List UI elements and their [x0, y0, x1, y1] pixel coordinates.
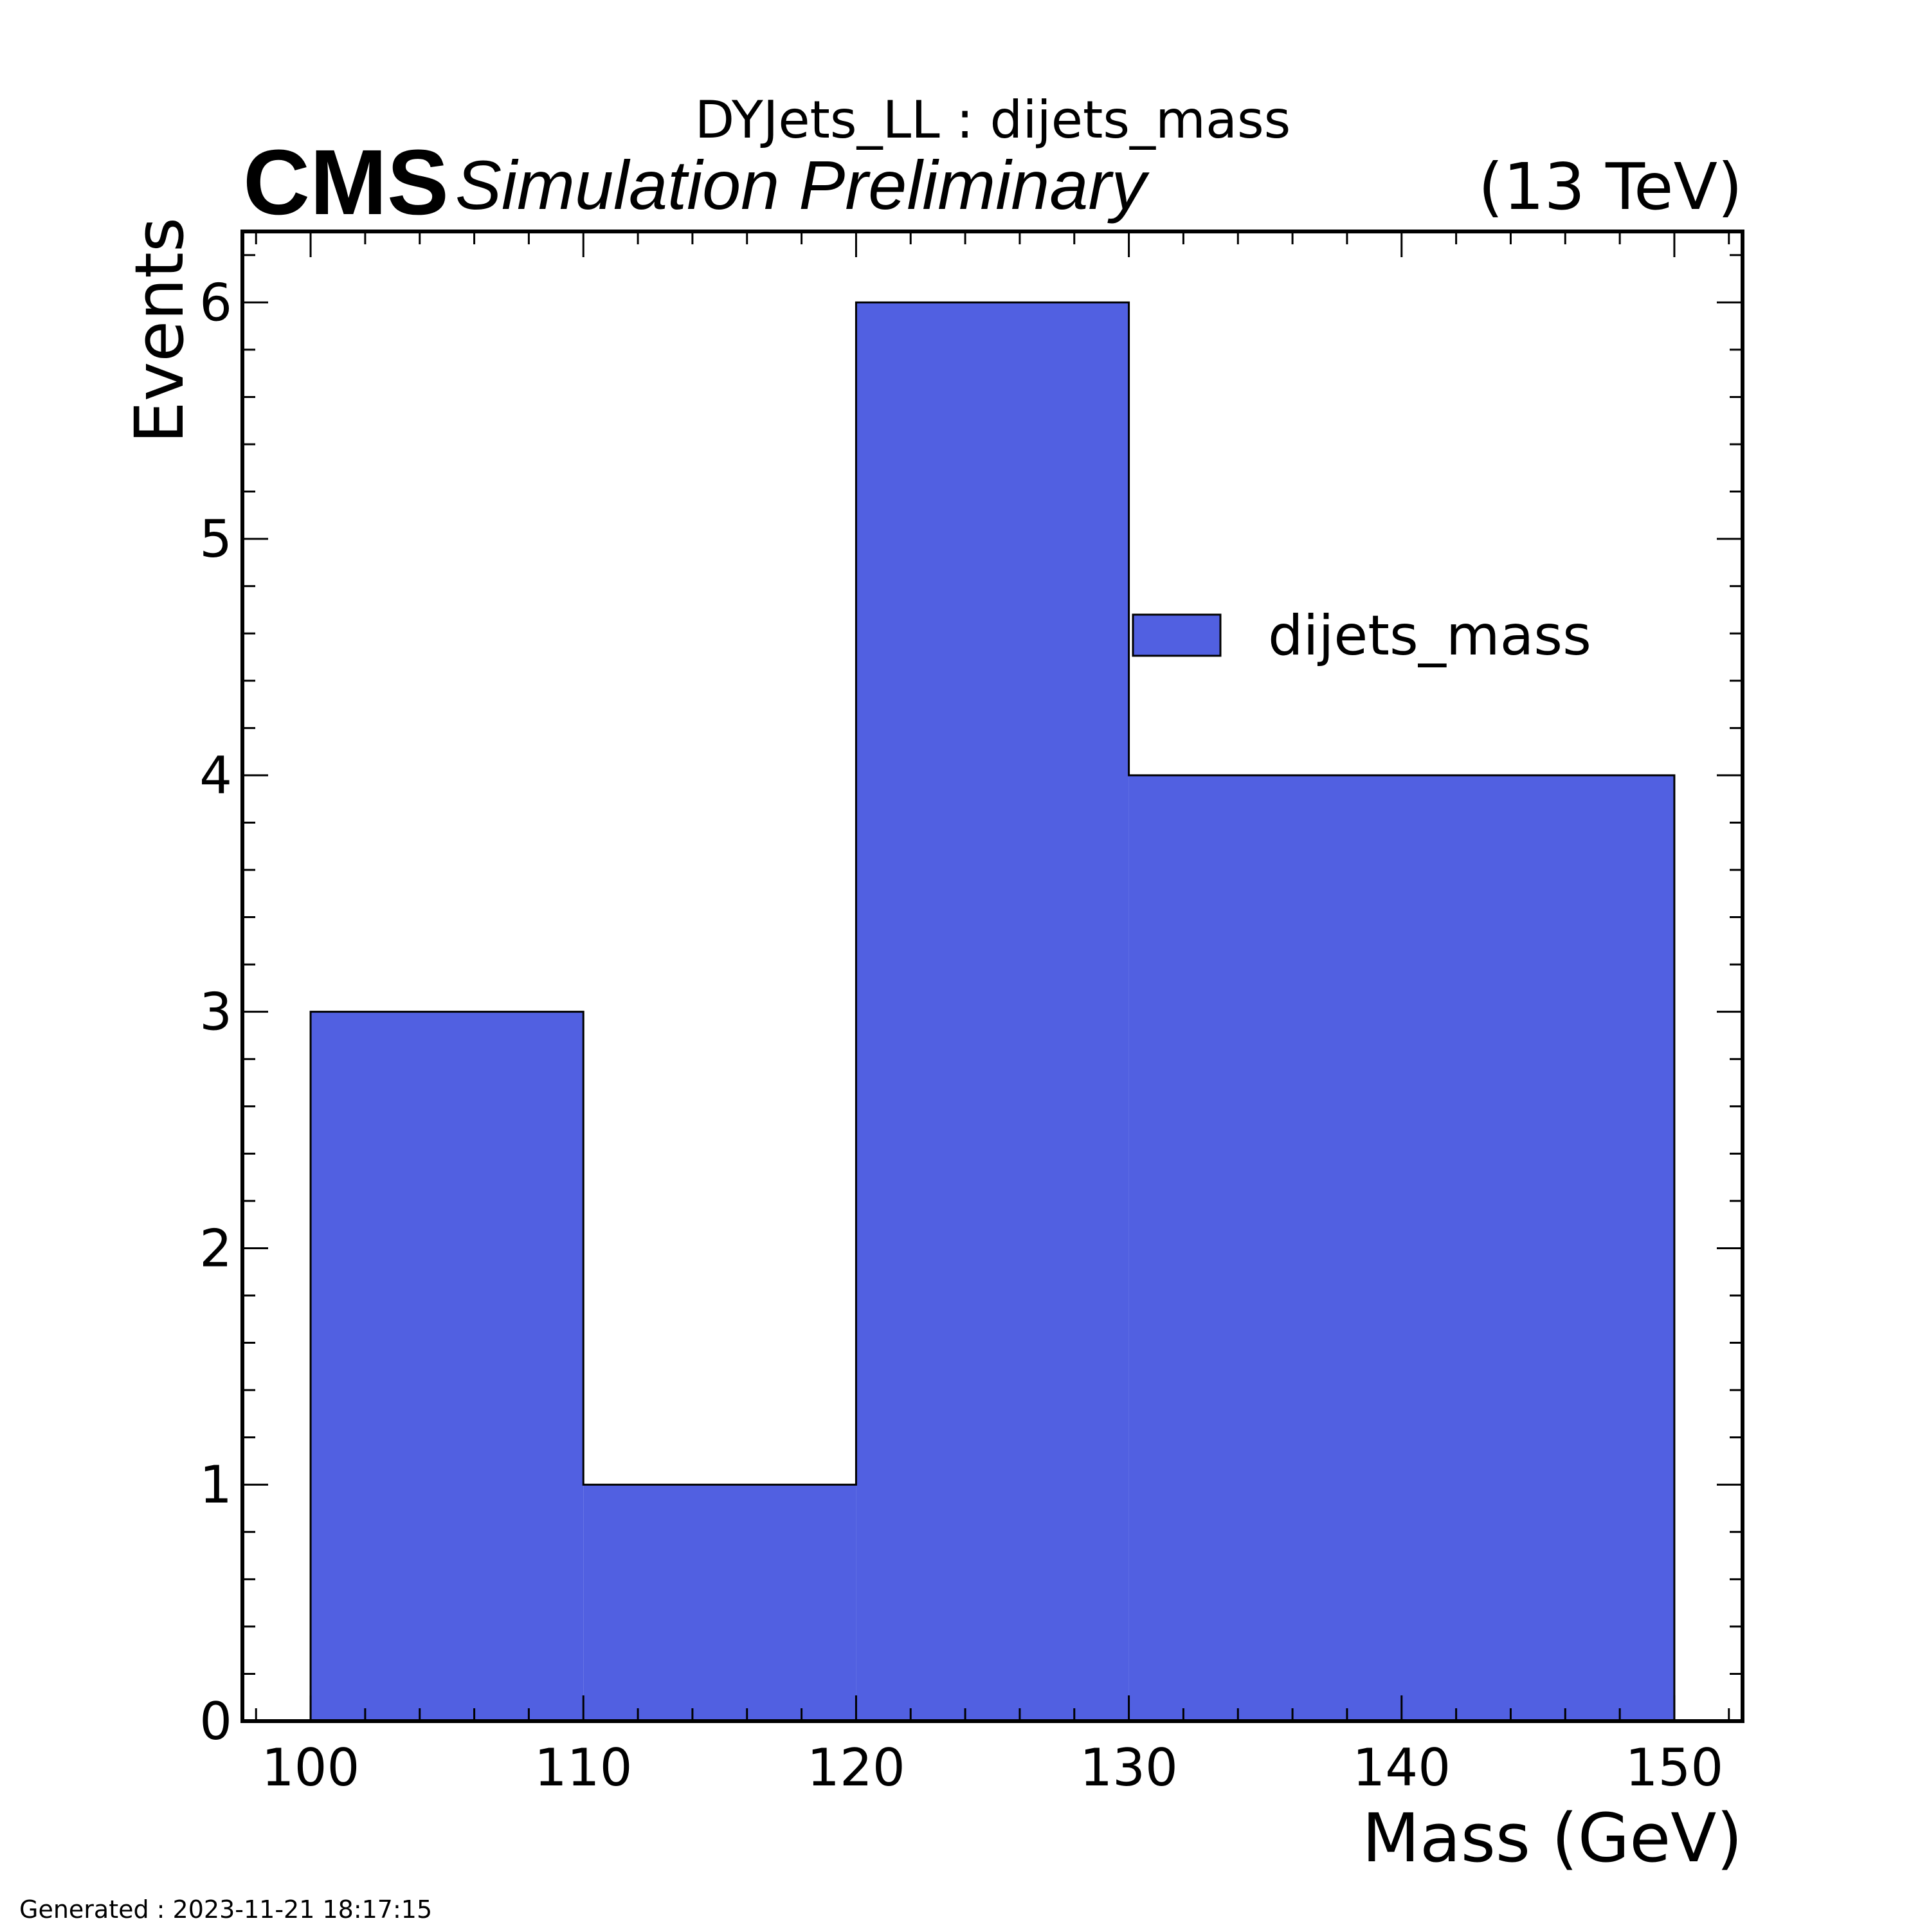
axis-ticks: [242, 231, 1743, 1722]
histogram-bar: [856, 302, 1129, 1722]
cms-status-label: Simulation Preliminary: [455, 146, 1150, 224]
y-tick-label: 3: [199, 982, 232, 1042]
y-tick-label: 1: [199, 1455, 232, 1515]
x-axis-label: Mass (GeV): [1362, 1799, 1743, 1877]
x-tick-label: 110: [534, 1738, 633, 1798]
y-tick-label: 5: [199, 509, 232, 569]
x-tick-label: 120: [807, 1738, 905, 1798]
chart-title: DYJets_LL : dijets_mass: [695, 90, 1291, 150]
tick-labels: 100 110 120 130 140 150 0 1 2 3 4 5 6: [199, 273, 1723, 1798]
cms-label: CMS: [243, 131, 449, 234]
legend-label: dijets_mass: [1268, 604, 1591, 668]
histogram-bar: [311, 1011, 584, 1721]
y-tick-label: 4: [199, 746, 232, 806]
x-tick-label: 130: [1080, 1738, 1178, 1798]
generated-timestamp: Generated : 2023-11-21 18:17:15: [19, 1895, 432, 1924]
x-tick-label: 150: [1626, 1738, 1724, 1798]
legend-swatch: [1132, 613, 1222, 657]
plot-frame: [240, 230, 1744, 1723]
histogram-bars: [309, 301, 1676, 1722]
y-tick-label: 0: [199, 1692, 232, 1751]
histogram-outline: [309, 301, 1676, 1721]
y-tick-label: 6: [199, 273, 232, 332]
histogram-bar: [583, 1485, 856, 1721]
legend: dijets_mass: [1132, 604, 1591, 668]
x-tick-label: 140: [1352, 1738, 1451, 1798]
y-axis-label: Events: [120, 217, 199, 444]
energy-label: (13 TeV): [1478, 149, 1743, 224]
y-tick-label: 2: [199, 1218, 232, 1278]
histogram-bar: [1128, 775, 1674, 1721]
x-tick-label: 100: [262, 1738, 360, 1798]
